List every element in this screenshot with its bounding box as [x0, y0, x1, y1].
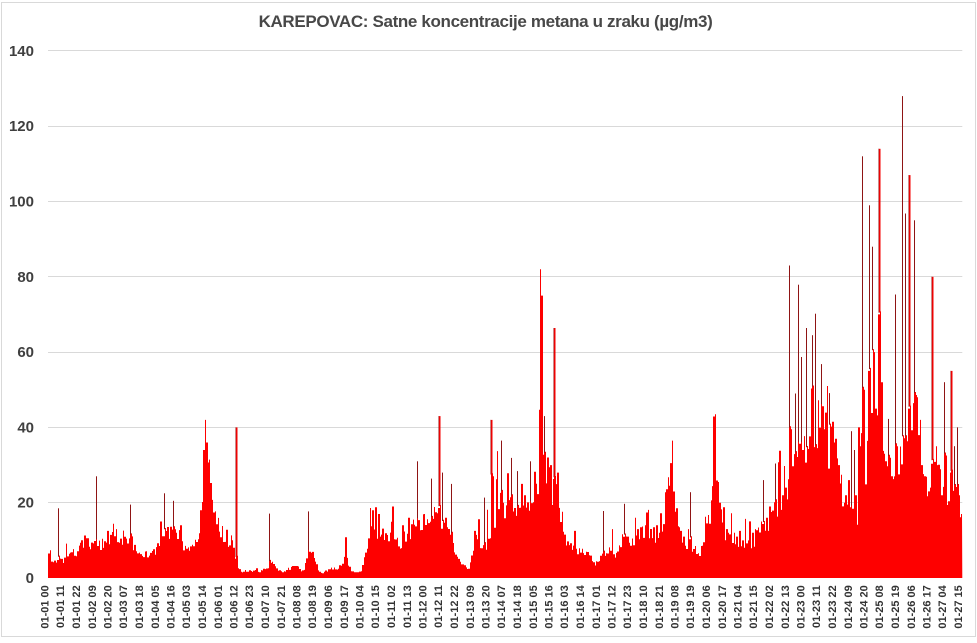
svg-text:01-02 09: 01-02 09 — [87, 585, 99, 628]
svg-text:01-01 00: 01-01 00 — [40, 585, 52, 628]
svg-text:01-19 19: 01-19 19 — [685, 585, 697, 628]
svg-text:01-03 07: 01-03 07 — [118, 585, 130, 628]
svg-text:01-14 18: 01-14 18 — [512, 585, 524, 628]
svg-text:01-18 21: 01-18 21 — [654, 585, 666, 628]
svg-text:01-08 19: 01-08 19 — [307, 585, 319, 628]
svg-text:01-08 08: 01-08 08 — [292, 585, 304, 628]
svg-text:01-16 14: 01-16 14 — [575, 584, 587, 628]
svg-text:01-06 12: 01-06 12 — [229, 585, 241, 628]
svg-text:01-23 11: 01-23 11 — [811, 585, 823, 628]
svg-text:01-17 23: 01-17 23 — [622, 585, 634, 628]
svg-text:01-27 04: 01-27 04 — [937, 584, 949, 628]
svg-text:01-04 05: 01-04 05 — [150, 585, 162, 628]
svg-text:01-24 09: 01-24 09 — [843, 585, 855, 628]
svg-text:01-17 12: 01-17 12 — [607, 585, 619, 628]
svg-text:40: 40 — [17, 419, 34, 436]
svg-text:01-03 18: 01-03 18 — [134, 585, 146, 628]
svg-text:01-16 03: 01-16 03 — [559, 585, 571, 628]
svg-text:20: 20 — [17, 495, 34, 512]
svg-text:01-12 11: 01-12 11 — [433, 585, 445, 628]
svg-text:01-09 17: 01-09 17 — [339, 585, 351, 628]
svg-text:01-07 10: 01-07 10 — [260, 585, 272, 628]
svg-text:01-15 05: 01-15 05 — [528, 585, 540, 628]
svg-text:80: 80 — [17, 269, 34, 286]
svg-text:01-17 01: 01-17 01 — [591, 585, 603, 628]
svg-text:01-06 23: 01-06 23 — [244, 585, 256, 628]
svg-text:60: 60 — [17, 344, 34, 361]
svg-text:01-22 13: 01-22 13 — [780, 585, 792, 628]
svg-text:01-18 10: 01-18 10 — [638, 585, 650, 628]
svg-text:01-23 22: 01-23 22 — [827, 585, 839, 628]
svg-text:01-19 08: 01-19 08 — [670, 585, 682, 628]
svg-text:01-10 04: 01-10 04 — [355, 584, 367, 628]
svg-text:140: 140 — [9, 43, 34, 60]
svg-text:01-23 00: 01-23 00 — [796, 585, 808, 628]
svg-text:01-25 19: 01-25 19 — [890, 585, 902, 628]
svg-text:01-04 16: 01-04 16 — [166, 585, 178, 628]
svg-text:01-09 06: 01-09 06 — [323, 585, 335, 628]
svg-text:01-22 02: 01-22 02 — [764, 585, 776, 628]
svg-text:01-10 15: 01-10 15 — [370, 585, 382, 628]
svg-text:01-26 06: 01-26 06 — [906, 585, 918, 628]
svg-text:01-21 15: 01-21 15 — [748, 585, 760, 628]
svg-text:01-02 20: 01-02 20 — [103, 585, 115, 628]
svg-text:01-26 17: 01-26 17 — [922, 585, 934, 628]
svg-text:01-13 20: 01-13 20 — [481, 585, 493, 628]
svg-text:KAREPOVAC: Satne koncentracije: KAREPOVAC: Satne koncentracije metana u … — [259, 12, 713, 31]
svg-text:01-01 11: 01-01 11 — [55, 585, 67, 628]
svg-text:01-25 08: 01-25 08 — [874, 585, 886, 628]
svg-text:01-05 03: 01-05 03 — [181, 585, 193, 628]
svg-text:01-11 02: 01-11 02 — [386, 585, 398, 628]
svg-text:0: 0 — [26, 570, 34, 587]
svg-text:01-20 17: 01-20 17 — [717, 585, 729, 628]
svg-text:01-12 22: 01-12 22 — [449, 585, 461, 628]
svg-text:100: 100 — [9, 194, 34, 211]
svg-text:01-01 22: 01-01 22 — [71, 585, 83, 628]
svg-text:120: 120 — [9, 118, 34, 135]
svg-text:01-27 15: 01-27 15 — [953, 585, 965, 628]
svg-text:01-21 04: 01-21 04 — [733, 584, 745, 628]
svg-text:01-07 21: 01-07 21 — [276, 585, 288, 628]
svg-text:01-14 07: 01-14 07 — [496, 585, 508, 628]
svg-text:01-11 13: 01-11 13 — [402, 585, 414, 628]
svg-text:01-20 06: 01-20 06 — [701, 585, 713, 628]
svg-text:01-05 14: 01-05 14 — [197, 584, 209, 628]
svg-text:01-12 00: 01-12 00 — [418, 585, 430, 628]
svg-text:01-13 09: 01-13 09 — [465, 585, 477, 628]
svg-text:01-24 20: 01-24 20 — [859, 585, 871, 628]
svg-text:01-06 01: 01-06 01 — [213, 585, 225, 628]
svg-text:01-15 16: 01-15 16 — [544, 585, 556, 628]
